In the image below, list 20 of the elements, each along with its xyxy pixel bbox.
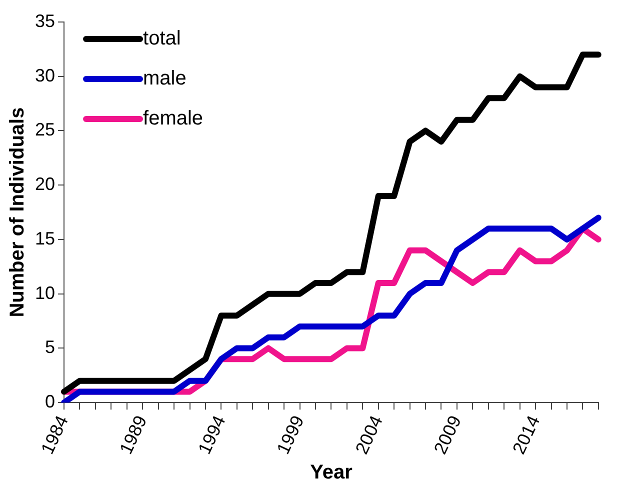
legend-label: total — [143, 28, 181, 50]
y-tick-label: 10 — [34, 282, 56, 303]
x-tick-label: 2004 — [351, 412, 387, 458]
x-tick-label: 1984 — [37, 412, 72, 458]
x-tick-label: 2014 — [508, 412, 544, 458]
y-axis-title: Number of Individuals — [6, 107, 29, 318]
y-tick-label: 25 — [34, 120, 56, 140]
y-tick-label: 15 — [34, 228, 56, 248]
y-tick-label: 0 — [45, 392, 56, 412]
legend-label: female — [143, 108, 204, 130]
legend-label: male — [143, 68, 186, 90]
y-tick-label: 35 — [34, 10, 56, 31]
x-axis-title: Year — [310, 462, 353, 484]
y-tick-label: 5 — [45, 337, 56, 358]
y-tick-label: 30 — [34, 65, 56, 86]
x-tick-label: 1994 — [194, 412, 230, 458]
x-tick-label: 2009 — [430, 412, 466, 458]
x-tick-label: 1989 — [116, 412, 151, 458]
x-tick-label: 1999 — [272, 412, 308, 458]
y-tick-label: 20 — [34, 174, 56, 194]
